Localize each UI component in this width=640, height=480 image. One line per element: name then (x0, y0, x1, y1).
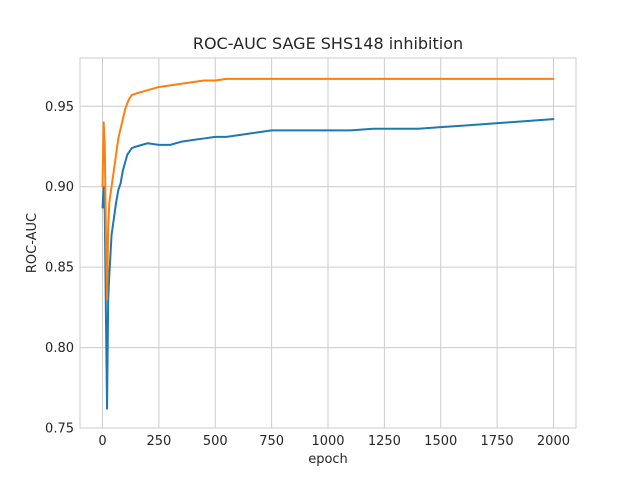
x-tick-label: 500 (203, 434, 228, 449)
x-tick-label: 0 (98, 434, 106, 449)
y-tick-label: 0.95 (45, 100, 74, 115)
x-tick-label: 2000 (537, 434, 570, 449)
tick-labels: 0 250 500 750 1000 1250 1500 1750 2000 0.75 0.80 0.… (45, 100, 570, 449)
series-line-2 (101, 77, 555, 301)
x-tick-label: 1000 (311, 434, 344, 449)
series-line-1 (101, 118, 555, 410)
x-tick-label: 250 (146, 434, 171, 449)
x-tick-label: 1250 (368, 434, 401, 449)
chart-title: ROC-AUC SAGE SHS148 inhibition (193, 34, 463, 53)
series-layer (101, 77, 555, 410)
y-tick-label: 0.80 (45, 341, 74, 356)
y-tick-label: 0.75 (45, 422, 74, 437)
plot-frame (79, 57, 577, 429)
x-tick-label: 1750 (481, 434, 514, 449)
y-tick-label: 0.90 (45, 180, 74, 195)
y-tick-label: 0.85 (45, 261, 74, 276)
x-tick-label: 750 (259, 434, 284, 449)
x-axis-label: epoch (308, 452, 348, 467)
x-tick-label: 1500 (424, 434, 457, 449)
y-axis-label: ROC-AUC (25, 213, 40, 273)
